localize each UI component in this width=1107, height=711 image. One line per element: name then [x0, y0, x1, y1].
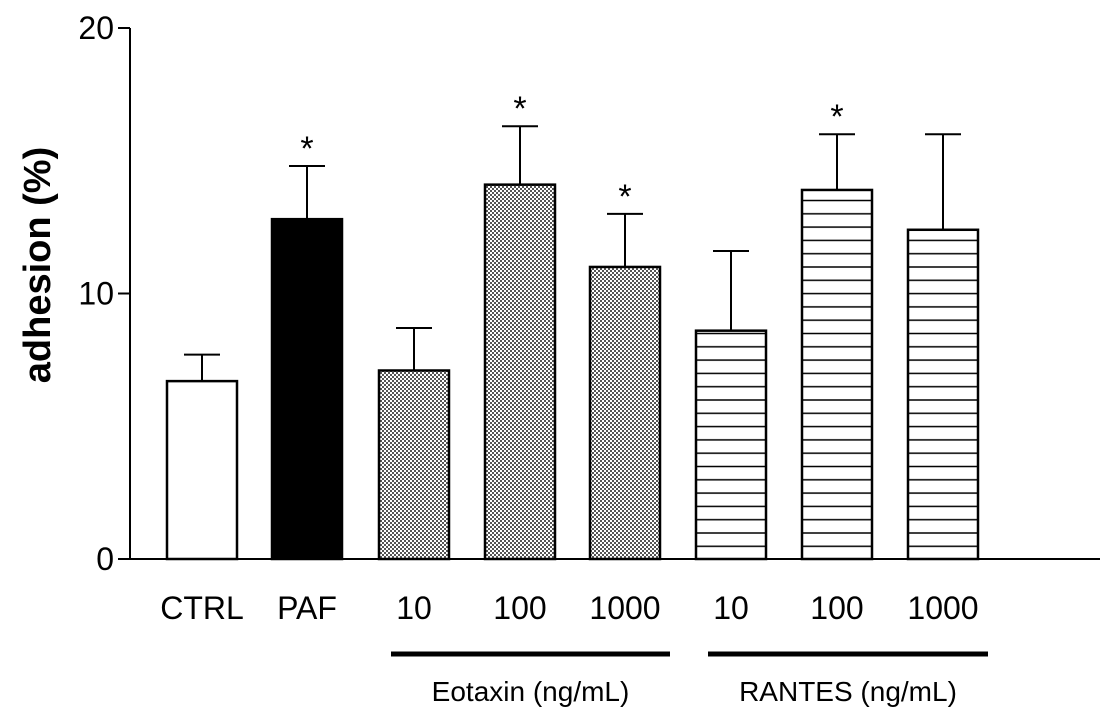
bar — [165, 379, 239, 561]
y-tick-label: 0 — [96, 541, 114, 577]
bars — [165, 125, 980, 561]
bar — [800, 188, 874, 561]
y-axis-label: adhesion (%) — [17, 147, 59, 383]
significance-star: * — [830, 98, 843, 136]
bar — [694, 329, 768, 561]
category-label: PAF — [277, 590, 337, 626]
bar — [270, 217, 344, 561]
significance-star: * — [618, 178, 631, 216]
group-label: RANTES (ng/mL) — [739, 676, 957, 707]
category-label: 10 — [713, 590, 749, 626]
bar — [483, 183, 557, 561]
category-label: 1000 — [589, 590, 660, 626]
significance-star: * — [513, 90, 526, 128]
bar — [588, 265, 662, 561]
bar — [377, 369, 451, 561]
category-label: CTRL — [160, 590, 244, 626]
y-tick-label: 10 — [78, 276, 114, 312]
significance-star: * — [300, 130, 313, 168]
group-label: Eotaxin (ng/mL) — [432, 676, 630, 707]
labels: CTRL * PAF 10 * 100 * 1000 10 * 100 1000 Eotaxin (ng… — [160, 90, 988, 707]
category-label: 100 — [493, 590, 546, 626]
category-label: 1000 — [907, 590, 978, 626]
bar — [906, 228, 980, 561]
category-label: 10 — [396, 590, 432, 626]
category-label: 100 — [810, 590, 863, 626]
y-tick-label: 20 — [78, 10, 114, 46]
